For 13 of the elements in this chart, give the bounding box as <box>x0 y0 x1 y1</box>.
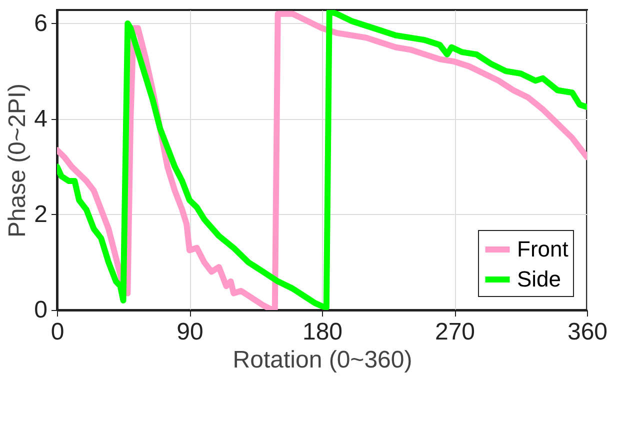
y-axis-title: Phase (0~2PI) <box>4 83 32 238</box>
y-tick-label: 6 <box>34 10 48 37</box>
y-tick-label: 0 <box>34 296 48 324</box>
x-tick-label: 360 <box>567 318 608 346</box>
x-tick-label: 180 <box>302 318 343 346</box>
x-tick-label: 90 <box>176 318 204 346</box>
legend-label: Side <box>517 266 562 292</box>
legend-label: Front <box>517 236 568 262</box>
y-tick-label: 2 <box>34 200 48 228</box>
x-tick-label: 0 <box>50 318 64 346</box>
x-axis-title: Rotation (0~360) <box>232 346 412 374</box>
x-tick-label: 270 <box>434 318 476 346</box>
y-tick-label: 4 <box>34 105 48 132</box>
